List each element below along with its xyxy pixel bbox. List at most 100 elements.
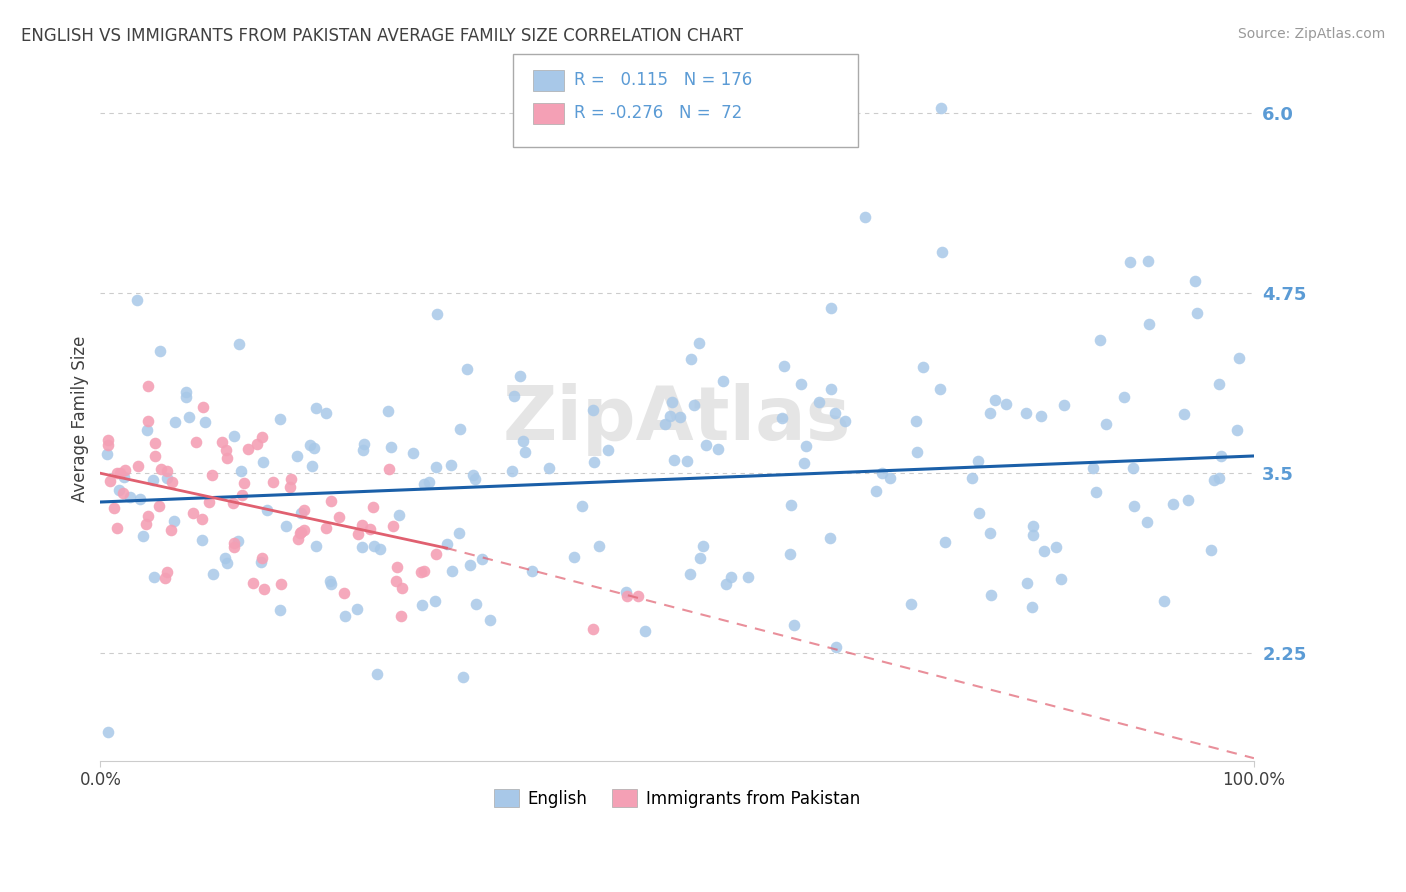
Point <box>191 400 214 414</box>
Point <box>934 534 956 549</box>
Point <box>294 503 316 517</box>
Point <box>502 389 524 403</box>
Point <box>103 501 125 516</box>
Point <box>269 411 291 425</box>
Point <box>391 582 413 596</box>
Point <box>179 410 201 425</box>
Point <box>682 398 704 412</box>
Point <box>145 449 167 463</box>
Point <box>1033 544 1056 558</box>
Point <box>184 435 207 450</box>
Point <box>808 395 831 409</box>
Point <box>108 466 131 480</box>
Point <box>678 567 700 582</box>
Point <box>413 476 436 491</box>
Point <box>711 374 734 388</box>
Point <box>449 422 471 436</box>
Point <box>1177 492 1199 507</box>
Point <box>411 565 433 579</box>
Point <box>214 551 236 566</box>
Point <box>478 613 501 627</box>
Point <box>995 397 1018 411</box>
Point <box>440 564 463 578</box>
Point <box>1049 573 1071 587</box>
Point <box>627 589 650 603</box>
Text: ZipAtlas: ZipAtlas <box>503 383 851 456</box>
Point <box>215 443 238 458</box>
Point <box>522 564 544 578</box>
Point <box>105 520 128 534</box>
Point <box>368 542 391 557</box>
Point <box>181 506 204 520</box>
Point <box>1085 484 1108 499</box>
Point <box>292 523 315 537</box>
Point <box>328 510 350 524</box>
Point <box>537 461 560 475</box>
Point <box>236 442 259 457</box>
Point <box>377 404 399 418</box>
Point <box>149 344 172 359</box>
Point <box>97 725 120 739</box>
Point <box>211 434 233 449</box>
Point <box>381 519 404 533</box>
Point <box>142 569 165 583</box>
Point <box>460 558 482 572</box>
Point <box>138 414 160 428</box>
Point <box>1053 398 1076 412</box>
Point <box>588 539 610 553</box>
Point <box>1208 377 1230 392</box>
Point <box>1226 423 1249 437</box>
Point <box>148 500 170 514</box>
Point <box>256 502 278 516</box>
Point <box>136 379 159 393</box>
Point <box>669 409 692 424</box>
Point <box>737 570 759 584</box>
Point <box>1122 460 1144 475</box>
Point <box>834 414 856 428</box>
Point <box>688 336 710 351</box>
Point <box>865 483 887 498</box>
Legend: English, Immigrants from Pakistan: English, Immigrants from Pakistan <box>488 783 866 814</box>
Point <box>174 385 197 400</box>
Point <box>319 577 342 591</box>
Point <box>451 670 474 684</box>
Point <box>449 526 471 541</box>
Point <box>1184 274 1206 288</box>
Point <box>361 500 384 514</box>
Point <box>1185 306 1208 320</box>
Text: R =   0.115   N = 176: R = 0.115 N = 176 <box>574 71 752 89</box>
Point <box>315 406 337 420</box>
Point <box>1021 519 1043 533</box>
Point <box>127 458 149 473</box>
Point <box>501 464 523 478</box>
Point <box>820 382 842 396</box>
Point <box>931 244 953 259</box>
Point <box>105 466 128 480</box>
Point <box>960 471 983 485</box>
Point <box>353 437 375 451</box>
Point <box>1017 576 1039 591</box>
Point <box>824 406 846 420</box>
Point <box>1153 594 1175 608</box>
Point <box>616 585 638 599</box>
Point <box>418 475 440 490</box>
Point <box>250 551 273 566</box>
Point <box>252 455 274 469</box>
Point <box>464 597 486 611</box>
Point <box>377 462 399 476</box>
Point <box>582 622 605 636</box>
Point <box>156 464 179 478</box>
Point <box>1137 253 1160 268</box>
Point <box>385 574 408 588</box>
Point <box>191 512 214 526</box>
Point <box>426 307 449 321</box>
Point <box>912 360 935 375</box>
Point <box>136 509 159 524</box>
Point <box>695 438 717 452</box>
Point <box>222 428 245 442</box>
Point <box>176 390 198 404</box>
Point <box>1227 351 1250 365</box>
Point <box>217 556 239 570</box>
Point <box>512 434 534 448</box>
Point <box>900 597 922 611</box>
